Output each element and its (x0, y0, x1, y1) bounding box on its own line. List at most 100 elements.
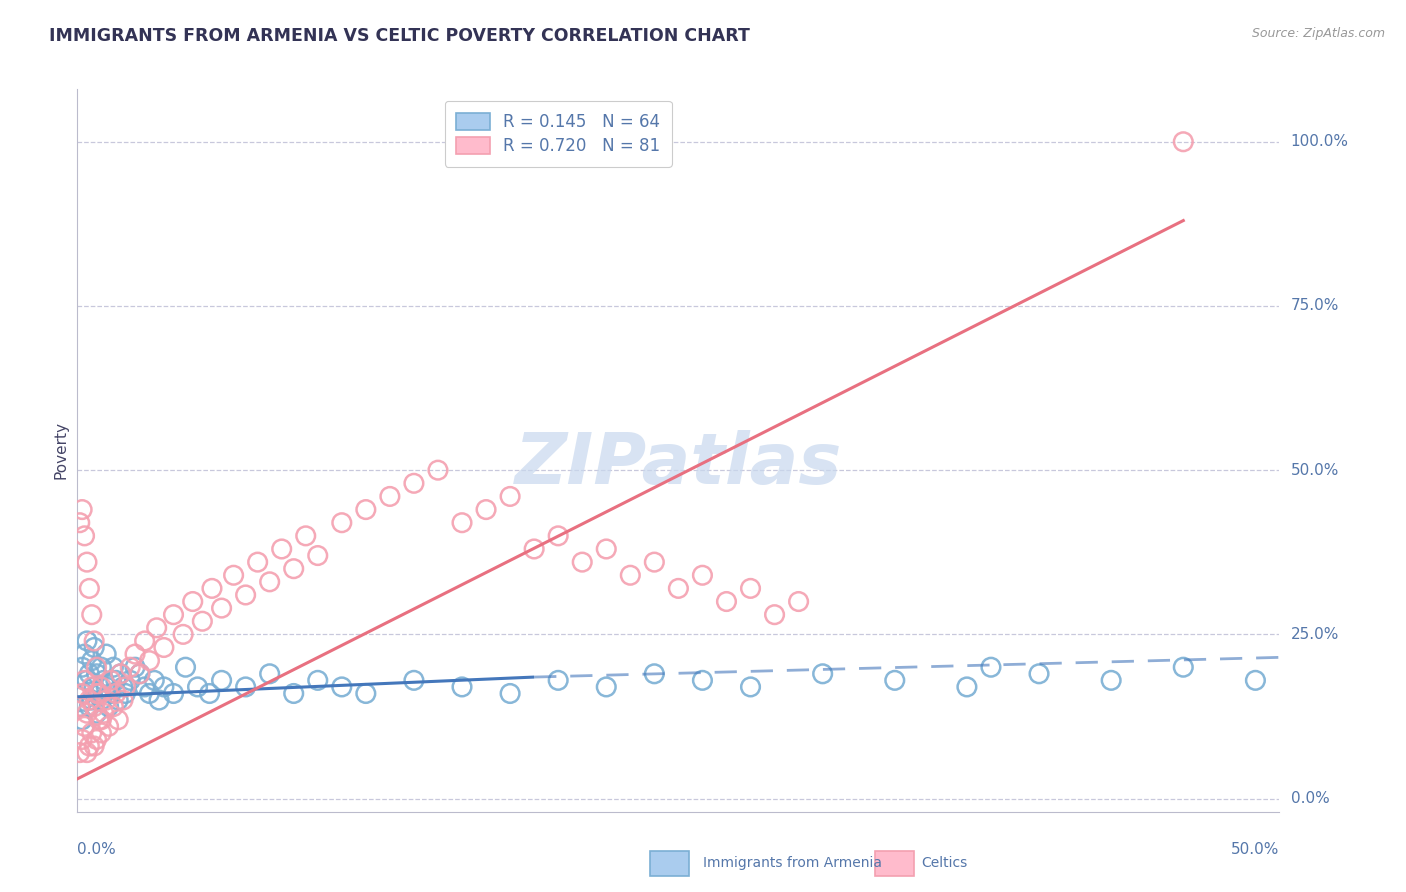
Point (763, 607, 786, 622)
Point (80, 607, 103, 622)
Point (235, 588, 257, 602)
Point (595, 680, 617, 694)
Point (104, 686, 127, 700)
Point (235, 680, 257, 694)
Point (174, 660, 197, 674)
Point (96, 693, 118, 707)
Point (93, 706, 115, 721)
Point (104, 673, 127, 688)
Point (100, 673, 122, 688)
Point (475, 502, 498, 516)
Point (153, 640, 176, 655)
Point (97, 699, 120, 714)
Bar (650, 851, 689, 876)
Point (73, 686, 96, 700)
Point (186, 680, 209, 694)
Point (80, 654, 103, 668)
Point (86, 660, 108, 674)
Text: 0.0%: 0.0% (77, 842, 117, 857)
Point (87, 686, 110, 700)
Point (138, 654, 160, 668)
Point (1173, 660, 1195, 674)
Point (96, 680, 118, 694)
Point (103, 699, 125, 714)
Point (69, 699, 91, 714)
Point (1173, 135, 1195, 149)
Point (134, 680, 156, 694)
Point (211, 673, 233, 688)
Point (76, 673, 98, 688)
Point (201, 582, 224, 596)
Point (76, 634, 98, 648)
Point (134, 634, 156, 648)
Point (124, 647, 146, 661)
Point (100, 686, 122, 700)
Point (83, 680, 105, 694)
Point (138, 686, 160, 700)
Point (643, 666, 665, 681)
Point (162, 686, 184, 700)
Point (270, 541, 292, 556)
Point (73, 647, 96, 661)
Point (547, 673, 569, 688)
Point (86, 666, 108, 681)
Point (571, 555, 593, 569)
Point (222, 568, 245, 582)
Text: 0.0%: 0.0% (1291, 791, 1329, 806)
Point (259, 574, 281, 589)
Point (86, 706, 108, 721)
Point (547, 529, 569, 543)
Point (692, 673, 714, 688)
Point (83, 699, 105, 714)
Point (79, 582, 101, 596)
Point (740, 582, 762, 596)
Point (90, 660, 112, 674)
Point (111, 693, 134, 707)
Point (79, 699, 101, 714)
Point (740, 680, 762, 694)
Point (402, 476, 425, 491)
Point (76, 706, 98, 721)
Y-axis label: Poverty: Poverty (53, 421, 69, 480)
Point (307, 673, 329, 688)
Point (283, 562, 305, 576)
Text: 100.0%: 100.0% (1291, 135, 1348, 149)
Point (668, 582, 690, 596)
Point (97, 719, 120, 733)
Text: Celtics: Celtics (921, 855, 967, 870)
Point (79, 739, 101, 753)
Point (69, 516, 91, 530)
Point (283, 686, 305, 700)
Point (980, 660, 1002, 674)
Point (70, 713, 93, 727)
Point (107, 713, 129, 727)
Point (128, 666, 150, 681)
Point (107, 693, 129, 707)
Point (259, 666, 281, 681)
Point (191, 614, 214, 628)
Point (246, 555, 269, 569)
Text: 25.0%: 25.0% (1291, 627, 1339, 642)
Point (79, 693, 101, 707)
Point (70, 732, 93, 747)
Point (619, 568, 641, 582)
Point (110, 666, 132, 681)
Point (83, 640, 105, 655)
Point (87, 686, 110, 700)
Point (114, 680, 136, 694)
Point (70, 660, 93, 674)
Point (787, 594, 810, 608)
Text: 50.0%: 50.0% (1232, 842, 1279, 857)
Point (69, 699, 91, 714)
Point (79, 666, 101, 681)
Point (73, 529, 96, 543)
Point (595, 541, 617, 556)
Point (307, 549, 329, 563)
Point (87, 713, 110, 727)
Point (70, 502, 93, 516)
Point (499, 686, 522, 700)
Point (643, 555, 665, 569)
Point (153, 680, 176, 694)
Point (73, 719, 96, 733)
Point (124, 660, 146, 674)
